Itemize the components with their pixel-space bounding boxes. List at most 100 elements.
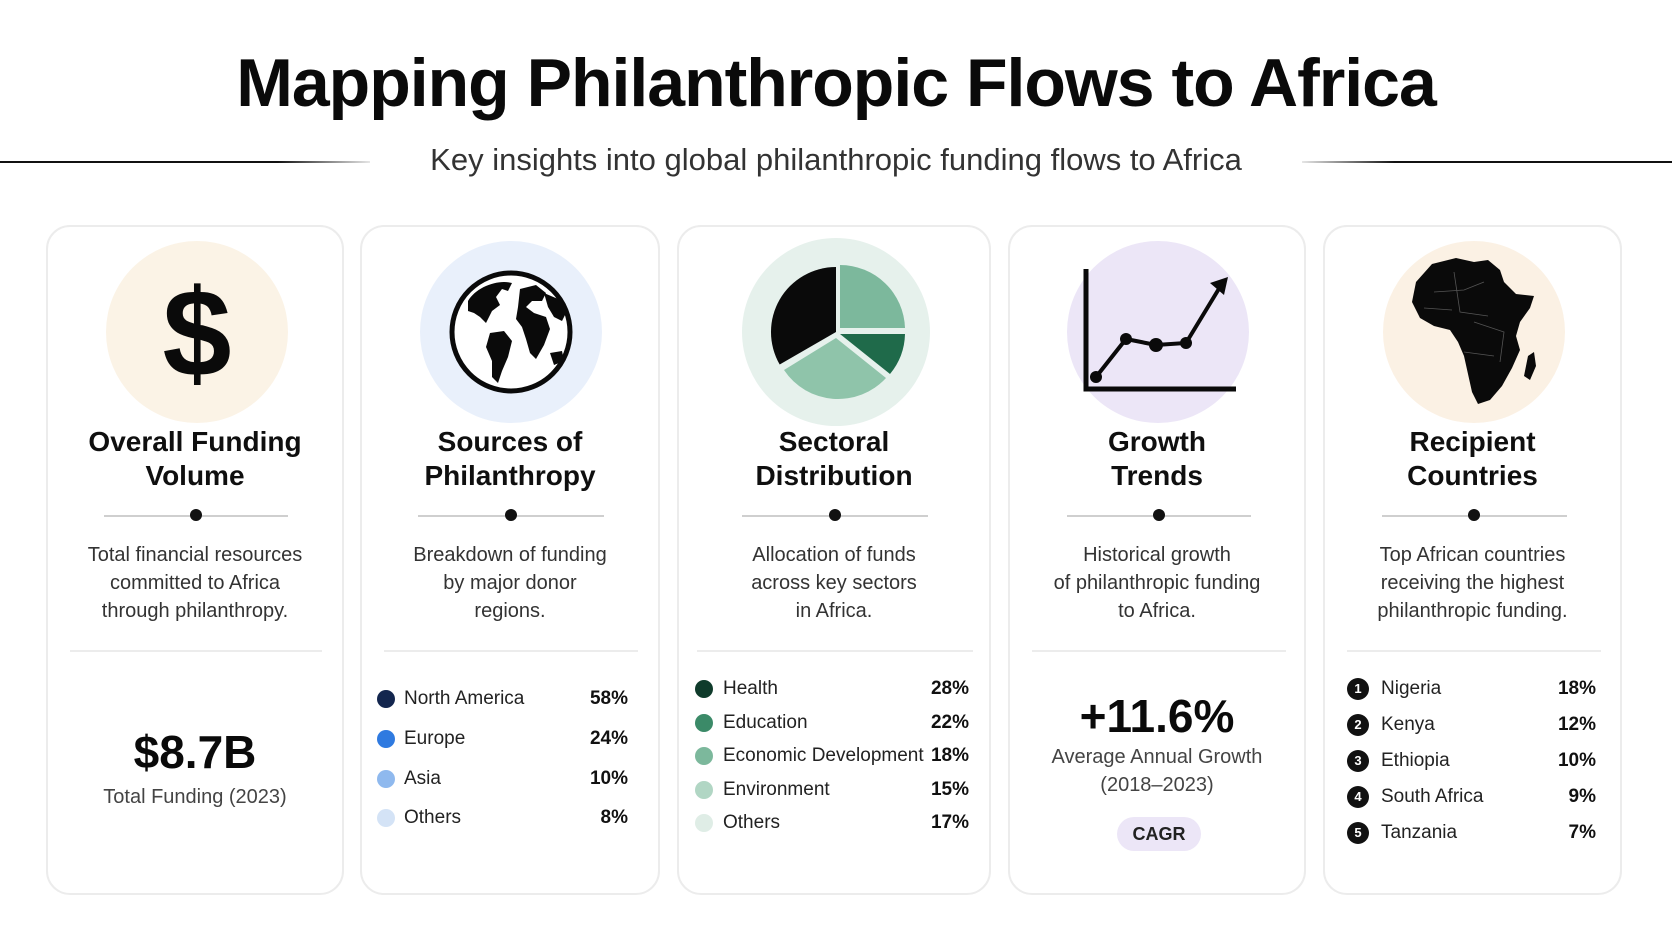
dollar-icon-circle: $	[106, 241, 288, 423]
desc-line: receiving the highest	[1380, 572, 1565, 594]
rank-badge: 4	[1347, 786, 1369, 808]
desc-line: of philanthropic funding	[1053, 572, 1261, 594]
card-title-line: Growth	[1108, 426, 1206, 457]
swatch-education	[695, 714, 713, 732]
item-percent: 18%	[930, 745, 969, 766]
page-subtitle: Key insights into global philanthropic f…	[430, 142, 1242, 177]
item-label: Others	[723, 812, 781, 833]
dollar-icon: $	[163, 272, 232, 392]
list-item: North America 58%	[362, 685, 658, 713]
desc-line: Total financial resources	[87, 544, 303, 566]
rank-badge: 3	[1347, 750, 1369, 772]
desc-line: committed to Africa	[109, 572, 281, 594]
section-separator	[697, 650, 973, 652]
caption-line: Average Annual Growth	[1051, 746, 1263, 768]
item-label: Environment	[723, 779, 830, 800]
card-title-line: Philanthropy	[424, 460, 596, 491]
swatch-others	[695, 814, 713, 832]
section-separator	[1032, 650, 1286, 652]
item-label: Health	[723, 678, 778, 699]
item-percent: 15%	[930, 779, 969, 800]
item-label: Europe	[404, 728, 466, 749]
item-percent: 7%	[1568, 822, 1596, 843]
item-percent: 28%	[930, 678, 969, 699]
card-overall-funding: $ Overall Funding Volume Total financial…	[46, 225, 344, 895]
card-description: Total financial resources committed to A…	[48, 541, 342, 625]
card-sources: Sources of Philanthropy Breakdown of fun…	[360, 225, 660, 895]
list-item: Others 17%	[679, 809, 989, 837]
item-label: Tanzania	[1381, 822, 1458, 843]
list-item: Europe 24%	[362, 725, 658, 753]
swatch-health	[695, 680, 713, 698]
africa-map-icon-circle	[1383, 241, 1565, 423]
divider-dot	[1153, 509, 1165, 521]
item-percent: 10%	[589, 768, 628, 789]
caption-line: (2018–2023)	[1100, 774, 1214, 796]
swatch-europe	[377, 730, 395, 748]
desc-line: by major donor	[443, 572, 577, 594]
item-label: Others	[404, 807, 462, 828]
section-separator	[1347, 650, 1601, 652]
svg-text:$: $	[163, 272, 232, 392]
page-title: Mapping Philanthropic Flows to Africa	[236, 45, 1437, 121]
line-chart-icon-circle	[1067, 241, 1249, 423]
divider-dot	[505, 509, 517, 521]
divider-dot	[190, 509, 202, 521]
desc-line: to Africa.	[1118, 600, 1196, 622]
desc-line: Historical growth	[1083, 544, 1231, 566]
line-chart-icon	[1083, 269, 1236, 392]
item-percent: 9%	[1568, 786, 1596, 807]
swatch-economic-development	[695, 747, 713, 765]
card-title-line: Overall Funding	[88, 426, 302, 457]
list-item: 2 Kenya 12%	[1325, 711, 1620, 739]
card-title-line: Volume	[145, 460, 245, 491]
desc-line: Allocation of funds	[752, 544, 916, 566]
item-label: Asia	[404, 768, 441, 789]
card-title: Growth Trends	[1010, 425, 1304, 493]
item-percent: 18%	[1557, 678, 1596, 699]
card-growth-trends: Growth Trends Historical growth of phila…	[1008, 225, 1306, 895]
item-percent: 58%	[589, 688, 628, 709]
globe-icon-circle	[420, 241, 602, 423]
divider-dot	[829, 509, 841, 521]
subtitle-rule-left	[0, 161, 370, 163]
list-item: Health 28%	[679, 675, 989, 703]
list-item: 3 Ethiopia 10%	[1325, 747, 1620, 775]
total-funding-value: $8.7B	[133, 726, 257, 778]
rank-badge: 5	[1347, 822, 1369, 844]
card-title-line: Trends	[1111, 460, 1203, 491]
card-title-line: Sectoral	[778, 426, 890, 457]
section-separator	[70, 650, 322, 652]
list-item: Others 8%	[362, 804, 658, 832]
swatch-north-america	[377, 690, 395, 708]
card-title: Sectoral Distribution	[679, 425, 989, 493]
rank-badge: 2	[1347, 714, 1369, 736]
desc-line: philanthropic funding.	[1377, 600, 1568, 622]
list-item: 1 Nigeria 18%	[1325, 675, 1620, 703]
desc-line: across key sectors	[751, 572, 917, 594]
card-title: Overall Funding Volume	[48, 425, 342, 493]
item-percent: 12%	[1557, 714, 1596, 735]
item-label: Nigeria	[1381, 678, 1442, 699]
pie-chart-icon-circle	[742, 238, 930, 426]
growth-rate-caption: Average Annual Growth (2018–2023)	[1010, 743, 1304, 799]
card-description: Historical growth of philanthropic fundi…	[1010, 541, 1304, 625]
subtitle-row: Key insights into global philanthropic f…	[0, 140, 1672, 184]
item-label: Kenya	[1381, 714, 1435, 735]
total-funding-caption: Total Funding (2023)	[103, 786, 287, 808]
list-item: 4 South Africa 9%	[1325, 783, 1620, 811]
card-title: Recipient Countries	[1325, 425, 1620, 493]
list-item: Environment 15%	[679, 776, 989, 804]
africa-map-icon	[1412, 258, 1536, 404]
growth-rate-value: +11.6%	[1079, 690, 1235, 742]
item-percent: 22%	[930, 712, 969, 733]
card-title-line: Recipient	[1409, 426, 1536, 457]
list-item: Education 22%	[679, 709, 989, 737]
card-title-line: Countries	[1407, 460, 1538, 491]
swatch-asia	[377, 770, 395, 788]
list-item: 5 Tanzania 7%	[1325, 819, 1620, 847]
desc-line: in Africa.	[795, 600, 873, 622]
card-title-line: Sources of	[437, 426, 583, 457]
item-label: South Africa	[1381, 786, 1484, 807]
cagr-badge: CAGR	[1117, 817, 1201, 851]
